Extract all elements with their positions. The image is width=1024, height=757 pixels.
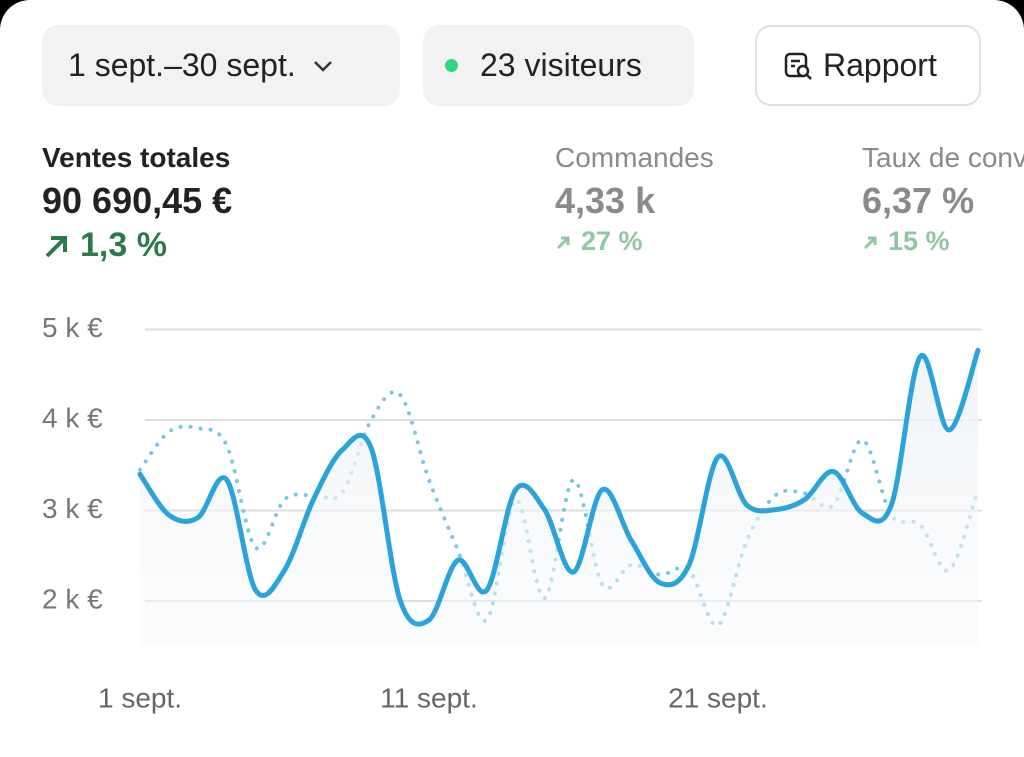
report-icon xyxy=(784,52,812,80)
y-tick-label: 5 k € xyxy=(42,312,103,343)
metric-label: Commandes xyxy=(555,142,714,173)
date-range-button[interactable]: 1 sept.–30 sept. xyxy=(42,25,400,106)
report-button[interactable]: Rapport xyxy=(755,25,981,106)
change-text: 1,3 % xyxy=(80,226,167,264)
y-tick-label: 4 k € xyxy=(42,402,103,433)
metric-label: Ventes totales xyxy=(42,142,231,173)
metric[interactable]: Taux de conversion 6,37 % 15 % xyxy=(862,142,1024,257)
x-tick-label: 1 sept. xyxy=(98,682,182,713)
metric[interactable]: Commandes 4,33 k 27 % xyxy=(555,142,845,257)
change-text: 27 % xyxy=(581,226,643,256)
up-arrow xyxy=(863,236,877,249)
up-arrow xyxy=(45,235,67,257)
visitors: 23 visiteurs xyxy=(480,47,642,83)
metric-label: Taux de conversion xyxy=(862,142,1024,173)
visitors-button[interactable]: 23 visiteurs xyxy=(423,25,694,106)
x-tick-label: 21 sept. xyxy=(668,682,768,713)
up-arrow xyxy=(556,236,570,249)
metric-value: 4,33 k xyxy=(555,180,656,221)
y-tick-label: 2 k € xyxy=(42,583,103,614)
metric-change: 15 % xyxy=(862,226,1024,257)
report: Rapport xyxy=(823,47,937,83)
live-dot xyxy=(445,59,458,72)
chevron-icon xyxy=(313,60,332,72)
series-line xyxy=(137,347,981,627)
metric[interactable]: Ventes totales 90 690,45 € 1,3 % xyxy=(42,142,522,265)
metric-value: 6,37 % xyxy=(862,180,975,221)
date-range: 1 sept.–30 sept. xyxy=(68,47,296,83)
metric-change: 27 % xyxy=(555,226,845,257)
change-text: 15 % xyxy=(888,226,950,256)
y-tick-label: 3 k € xyxy=(42,493,103,524)
metric-value: 90 690,45 € xyxy=(42,180,233,221)
area xyxy=(140,350,978,647)
metric-change: 1,3 % xyxy=(42,226,522,265)
x-tick-label: 11 sept. xyxy=(380,682,478,713)
